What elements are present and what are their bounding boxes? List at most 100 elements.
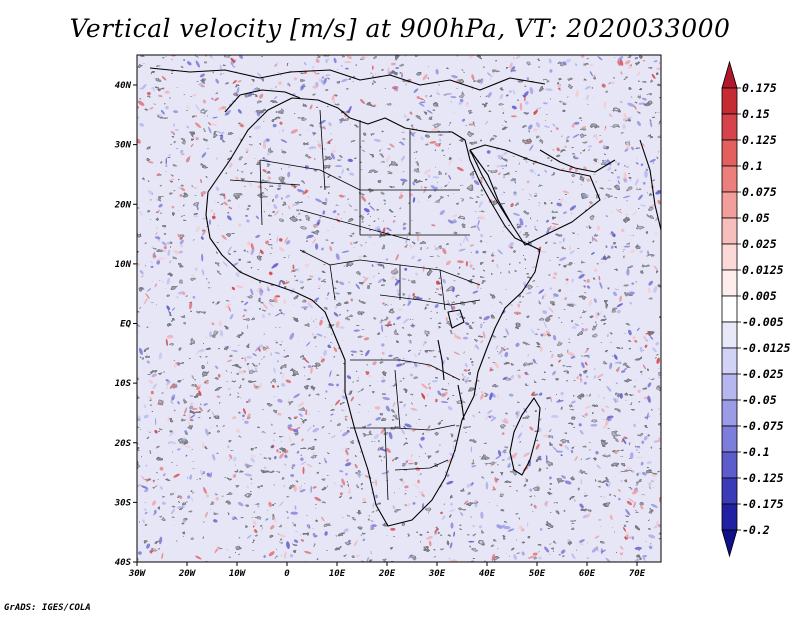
field-speckle — [341, 250, 350, 253]
field-speckle — [509, 62, 513, 69]
field-speckle — [619, 393, 623, 399]
field-speckle — [293, 539, 299, 543]
field-speckle — [220, 106, 227, 110]
footer-credit: GrADS: IGES/COLA — [4, 603, 91, 613]
field-speckle — [244, 356, 247, 362]
field-speckle — [321, 247, 324, 251]
field-speckle — [584, 328, 588, 332]
field-speckle — [179, 237, 183, 240]
field-speckle — [490, 461, 497, 467]
field-speckle — [645, 332, 651, 335]
field-speckle — [410, 373, 413, 377]
field-speckle — [435, 69, 439, 75]
field-speckle — [647, 382, 652, 388]
field-speckle — [620, 71, 623, 75]
field-speckle — [523, 372, 530, 376]
field-speckle — [414, 362, 418, 368]
field-speckle — [323, 77, 327, 85]
field-speckle — [507, 528, 515, 532]
field-speckle — [263, 466, 267, 470]
field-speckle — [198, 349, 205, 353]
field-speckle — [561, 475, 566, 479]
colorbar-label: -0.125 — [742, 471, 784, 485]
field-speckle — [601, 83, 606, 88]
field-speckle — [641, 440, 645, 444]
colorbar-label: -0.025 — [742, 367, 784, 381]
field-speckle — [483, 315, 490, 321]
field-speckle — [616, 303, 624, 308]
field-speckle — [231, 416, 237, 420]
field-speckle — [542, 310, 548, 315]
field-speckle — [526, 291, 532, 295]
colorbar-swatch — [721, 191, 738, 219]
field-speckle — [201, 230, 207, 236]
field-speckle — [140, 274, 144, 278]
field-speckle — [528, 124, 533, 130]
field-speckle — [407, 300, 412, 306]
field-speckle — [392, 459, 395, 462]
field-speckle — [624, 60, 631, 65]
field-speckle — [601, 549, 606, 553]
field-speckle — [435, 89, 439, 92]
field-speckle — [229, 313, 234, 320]
field-speckle — [512, 212, 521, 216]
field-speckle — [385, 258, 389, 261]
field-speckle — [510, 246, 514, 249]
field-speckle — [450, 96, 457, 99]
field-speckle — [607, 418, 612, 422]
field-speckle — [507, 462, 511, 469]
field-speckle — [231, 286, 236, 291]
colorbar-swatch — [721, 451, 738, 479]
field-speckle — [205, 380, 209, 385]
field-speckle — [626, 143, 630, 150]
field-speckle — [293, 185, 297, 189]
field-speckle — [529, 169, 535, 173]
field-speckle — [170, 131, 175, 134]
field-speckle — [191, 407, 198, 411]
field-speckle — [460, 512, 464, 516]
field-speckle — [626, 268, 630, 276]
field-speckle — [168, 178, 175, 182]
field-speckle — [227, 387, 231, 390]
field-speckle — [310, 366, 313, 374]
field-speckle — [630, 249, 636, 253]
field-speckle — [246, 485, 250, 489]
field-speckle — [221, 234, 227, 240]
field-speckle — [336, 383, 339, 387]
field-speckle — [381, 351, 385, 355]
field-speckle — [617, 489, 621, 492]
field-speckle — [510, 374, 514, 380]
field-speckle — [320, 516, 325, 522]
field-speckle — [181, 439, 185, 447]
field-speckle — [613, 354, 618, 360]
field-speckles — [137, 55, 661, 562]
field-speckle — [486, 150, 491, 154]
field-speckle — [189, 301, 193, 310]
field-speckle — [652, 347, 657, 353]
field-speckle — [470, 446, 473, 453]
field-speckle — [478, 200, 483, 208]
field-speckle — [496, 164, 500, 168]
field-speckle — [605, 419, 609, 426]
field-speckle — [324, 197, 328, 202]
lat-label: 30S — [114, 498, 132, 508]
field-speckle — [161, 552, 164, 560]
field-speckle — [446, 317, 448, 323]
field-speckle — [651, 473, 657, 478]
field-speckle — [634, 339, 638, 343]
field-speckle — [555, 127, 559, 130]
field-speckle — [290, 129, 298, 134]
field-speckle — [631, 146, 635, 151]
field-speckle — [219, 329, 224, 337]
field-speckle — [276, 360, 279, 363]
field-speckle — [236, 86, 240, 95]
field-speckle — [565, 58, 572, 63]
field-speckle — [413, 88, 419, 94]
field-speckle — [402, 226, 407, 231]
field-speckle — [531, 391, 535, 397]
field-speckle — [578, 273, 585, 279]
field-speckle — [250, 83, 253, 87]
field-speckle — [606, 159, 612, 166]
field-speckle — [173, 473, 180, 478]
